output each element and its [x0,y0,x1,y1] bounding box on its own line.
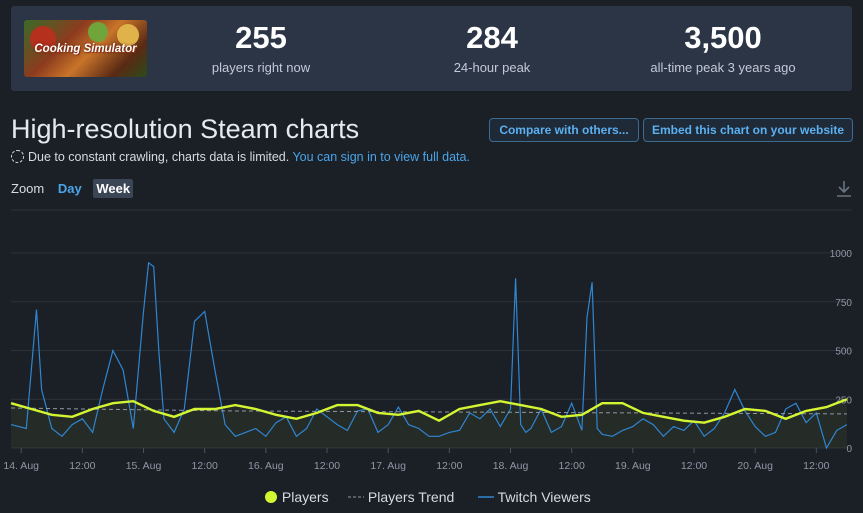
zoom-day-button[interactable]: Day [57,181,82,196]
zoom-week-button[interactable]: Week [93,179,134,198]
compare-button[interactable]: Compare with others... [489,118,639,142]
legend-label: Players [281,489,329,505]
zoom-controls: Zoom Day Week [11,179,134,198]
players-line [10,398,848,424]
herb-decoration [88,22,108,42]
x-tick-label: 15. Aug [126,460,162,472]
x-tick-label: 20. Aug [737,460,773,472]
stat-24h-peak: 284 24-hour peak [392,20,592,75]
stat-value: 284 [466,20,518,55]
game-capsule-image[interactable]: Cooking Simulator [24,20,147,77]
embed-chart-button[interactable]: Embed this chart on your website [643,118,853,142]
notice-text: Due to constant crawling, charts data is… [28,150,290,164]
y-tick-label: 500 [835,347,852,358]
download-icon[interactable] [836,180,852,198]
legend-players[interactable]: Players [264,489,329,505]
y-tick-label: 750 [835,298,852,309]
x-tick-label: 12:00 [559,460,585,472]
loading-spinner-icon [11,150,24,163]
data-limited-notice: Due to constant crawling, charts data is… [11,150,470,164]
stats-panel: Cooking Simulator 255 players right now … [11,6,852,91]
x-tick-label: 17. Aug [370,460,406,472]
players-area [11,399,847,448]
legend-label: Twitch Viewers [497,489,591,505]
x-tick-label: 18. Aug [493,460,529,472]
x-tick-label: 16. Aug [248,460,284,472]
x-tick-label: 12:00 [69,460,95,472]
x-tick-label: 12:00 [314,460,340,472]
x-tick-label: 12:00 [803,460,829,472]
stat-value: 255 [235,20,287,55]
page-title: High-resolution Steam charts [11,114,360,144]
stat-players-now: 255 players right now [161,20,361,75]
legend-players-trend[interactable]: Players Trend [348,489,454,505]
legend-players-marker [265,491,277,503]
cheese-decoration [117,24,139,46]
legend-trend-marker [348,496,364,498]
legend-twitch-marker [478,496,494,498]
stat-value: 3,500 [684,20,762,55]
legend-twitch-viewers[interactable]: Twitch Viewers [478,489,591,505]
stat-label: 24-hour peak [453,60,531,75]
x-tick-label: 12:00 [436,460,462,472]
zoom-label: Zoom [11,181,45,196]
tomato-decoration [30,26,56,52]
x-tick-label: 12:00 [192,460,218,472]
sign-in-link[interactable]: You can sign in to view full data. [292,150,470,164]
x-tick-label: 12:00 [681,460,707,472]
y-tick-label: 1000 [830,249,853,260]
game-logo-text: Cooking Simulator [34,43,137,55]
stat-label: all-time peak 3 years ago [650,60,796,75]
stat-label: players right now [211,60,311,75]
stat-all-time-peak: 3,500 all-time peak 3 years ago [623,20,823,75]
x-tick-label: 14. Aug [3,460,39,472]
legend-label: Players Trend [367,489,455,505]
x-tick-label: 19. Aug [615,460,651,472]
twitch-viewers-line [10,261,848,450]
y-tick-label: 0 [846,444,852,455]
